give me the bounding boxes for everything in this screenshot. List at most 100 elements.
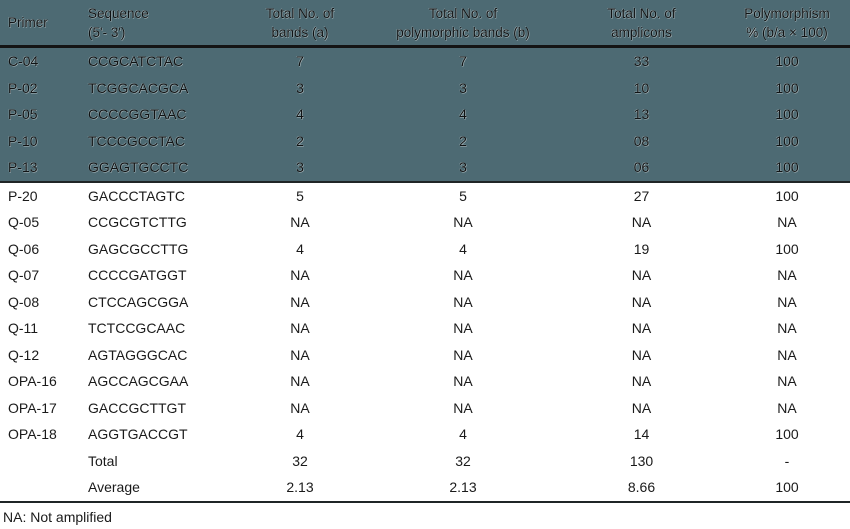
cell-primer: OPA-17 [8, 399, 57, 416]
cell-bands_a: 2.13 [286, 479, 314, 496]
cell-amplicons: 13 [633, 106, 650, 123]
cell-poly_b: 3 [459, 79, 467, 96]
cell-poly_b: NA [453, 373, 473, 390]
cell-amplicons: 14 [633, 426, 650, 443]
cell-bands_a: 4 [296, 426, 304, 443]
table-row: P-13 GGAGTGCCTC 3 3 06 100 [0, 154, 850, 181]
cell-primer: P-02 [8, 79, 38, 96]
cell-sequence: CTCCAGCGGA [88, 293, 189, 310]
cell-primer: Q-07 [8, 267, 40, 284]
cell-amplicons: NA [631, 267, 652, 284]
cell-primer: P-13 [8, 159, 38, 176]
cell-amplicons: NA [631, 346, 652, 363]
column-header-primer: Primer [0, 13, 85, 32]
table-row: Q-08 CTCCAGCGGA NA NA NA NA [0, 289, 850, 316]
cell-amplicons: 8.66 [627, 479, 656, 496]
cell-sequence: CCGCATCTAC [88, 53, 184, 70]
cell-primer: OPA-16 [8, 373, 57, 390]
cell-bands_a: NA [290, 399, 310, 416]
cell-bands_a: 2 [296, 132, 304, 149]
column-header-label: Polymorphism [744, 5, 830, 21]
cell-polymorphism: NA [777, 373, 797, 390]
column-header-total-bands: Total No. of bands (a) [233, 4, 367, 42]
cell-sequence: AGCCAGCGAA [88, 373, 189, 390]
column-header-amplicons: Total No. of amplicons [559, 4, 724, 42]
table-row: OPA-16 AGCCAGCGAA NA NA NA NA [0, 368, 850, 395]
column-header-subline: bands (a) [271, 24, 329, 40]
table-header: Primer Sequence (5'- 3') Total No. of ba… [0, 0, 850, 48]
cell-poly_b: NA [453, 399, 473, 416]
table-row: C-04 CCGCATCTAC 7 7 33 100 [0, 48, 850, 75]
column-header-polymorphic-bands: Total No. of polymorphic bands (b) [367, 4, 559, 42]
table-row: Total 32 32 130 - [0, 448, 850, 475]
cell-primer: P-20 [8, 187, 38, 204]
table-row: OPA-17 GACCGCTTGT NA NA NA NA [0, 395, 850, 422]
cell-sequence: Total [88, 452, 118, 469]
column-header-label: Primer [8, 15, 48, 30]
cell-polymorphism: 100 [775, 187, 799, 204]
cell-amplicons: 27 [633, 187, 650, 204]
table-row: P-20 GACCCTAGTC 5 5 27 100 [0, 180, 850, 210]
cell-amplicons: 130 [629, 452, 654, 469]
cell-polymorphism: NA [777, 293, 797, 310]
table-body: C-04 CCGCATCTAC 7 7 33 100 P-02 TCGGCACGCA 3 3 10 1… [0, 48, 850, 503]
cell-amplicons: 06 [633, 159, 650, 176]
cell-polymorphism: 100 [775, 240, 799, 257]
cell-poly_b: 4 [459, 240, 467, 257]
cell-polymorphism: 100 [775, 132, 799, 149]
cell-sequence: GAGCGCCTTG [88, 240, 189, 257]
cell-amplicons: 19 [633, 240, 650, 257]
table-row: P-05 CCCCGGTAAC 4 4 13 100 [0, 101, 850, 128]
cell-amplicons: NA [631, 293, 652, 310]
cell-poly_b: 4 [459, 106, 467, 123]
cell-polymorphism: NA [777, 214, 797, 231]
table-row: P-10 TCCCGCCTAC 2 2 08 100 [0, 127, 850, 154]
cell-polymorphism: 100 [775, 426, 799, 443]
column-header-polymorphism: Polymorphism % (b/a × 100) [724, 4, 850, 42]
column-header-label: Total No. of [607, 5, 676, 21]
cell-primer: Q-08 [8, 293, 40, 310]
cell-amplicons: 10 [633, 79, 650, 96]
cell-amplicons: NA [631, 214, 652, 231]
column-header-label: Total No. of [428, 5, 498, 21]
column-header-subline: % (b/a × 100) [746, 24, 828, 40]
cell-sequence: GGAGTGCCTC [88, 159, 189, 176]
column-header-subline: polymorphic bands (b) [396, 24, 530, 40]
cell-poly_b: 2 [459, 132, 467, 149]
cell-polymorphism: 100 [775, 53, 799, 70]
cell-bands_a: 3 [296, 79, 304, 96]
table-row: Q-07 CCCCGATGGT NA NA NA NA [0, 262, 850, 289]
cell-bands_a: NA [290, 373, 310, 390]
cell-amplicons: NA [631, 373, 652, 390]
column-header-sequence: Sequence (5'- 3') [85, 4, 233, 42]
table-row: OPA-18 AGGTGACCGT 4 4 14 100 [0, 421, 850, 448]
cell-primer: Q-11 [8, 320, 39, 337]
cell-sequence: CCCCGATGGT [88, 267, 187, 284]
cell-bands_a: 4 [296, 106, 304, 123]
cell-polymorphism: NA [777, 320, 797, 337]
cell-polymorphism: 100 [775, 79, 799, 96]
cell-poly_b: NA [453, 293, 473, 310]
cell-primer: Q-06 [8, 240, 40, 257]
cell-sequence: TCCCGCCTAC [88, 132, 185, 149]
cell-bands_a: NA [290, 267, 310, 284]
cell-primer: Q-05 [8, 214, 40, 231]
cell-poly_b: 2.13 [449, 479, 477, 496]
table-row: P-02 TCGGCACGCA 3 3 10 100 [0, 74, 850, 101]
table-row: Q-05 CCGCGTCTTG NA NA NA NA [0, 209, 850, 236]
cell-bands_a: NA [290, 293, 310, 310]
cell-poly_b: 4 [459, 426, 467, 443]
column-header-subline: (5'- 3') [88, 24, 126, 40]
cell-sequence: CCCCGGTAAC [88, 106, 187, 123]
column-header-subline: amplicons [611, 24, 672, 40]
cell-amplicons: NA [631, 320, 652, 337]
cell-poly_b: NA [453, 214, 473, 231]
cell-bands_a: 3 [296, 159, 304, 176]
table-row: Average 2.13 2.13 8.66 100 [0, 474, 850, 501]
cell-amplicons: NA [631, 399, 652, 416]
cell-poly_b: 5 [459, 187, 467, 204]
cell-amplicons: 33 [633, 53, 650, 70]
cell-poly_b: 7 [459, 53, 467, 70]
cell-polymorphism: 100 [775, 159, 799, 176]
